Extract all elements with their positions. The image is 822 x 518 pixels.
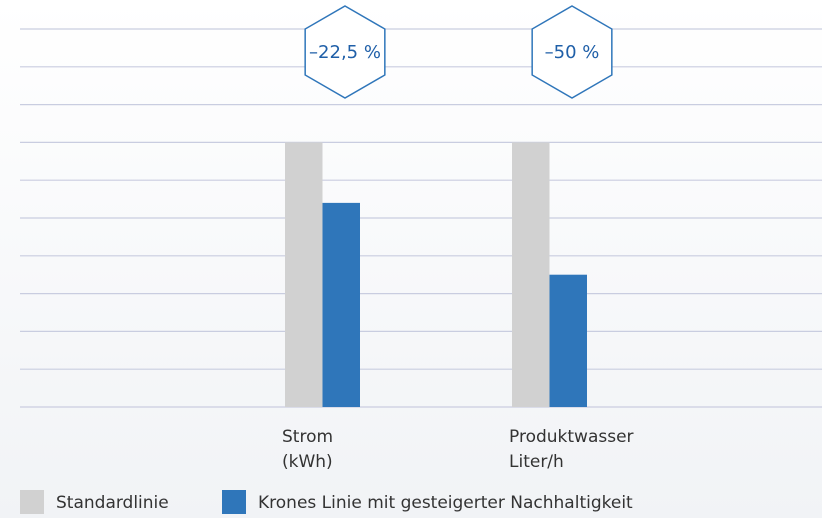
- annotation-hexagon: [304, 5, 386, 99]
- legend-label: Standardlinie: [56, 493, 169, 513]
- x-tick-label: Liter/h: [509, 452, 564, 472]
- x-tick-label: Strom: [282, 427, 333, 447]
- legend-swatch: [20, 490, 44, 514]
- annotation: –22,5 %: [309, 42, 381, 63]
- legend-swatch: [222, 490, 246, 514]
- legend-label: Krones Linie mit gesteigerter Nachhaltig…: [258, 493, 633, 513]
- bar: [285, 142, 323, 407]
- bar: [322, 202, 360, 407]
- annotation-hexagon: [531, 5, 613, 99]
- bar: [549, 274, 587, 407]
- bar: [512, 142, 550, 407]
- x-tick-label: Produktwasser: [509, 427, 634, 447]
- x-tick-label: (kWh): [282, 452, 333, 472]
- annotation: –50 %: [545, 42, 600, 63]
